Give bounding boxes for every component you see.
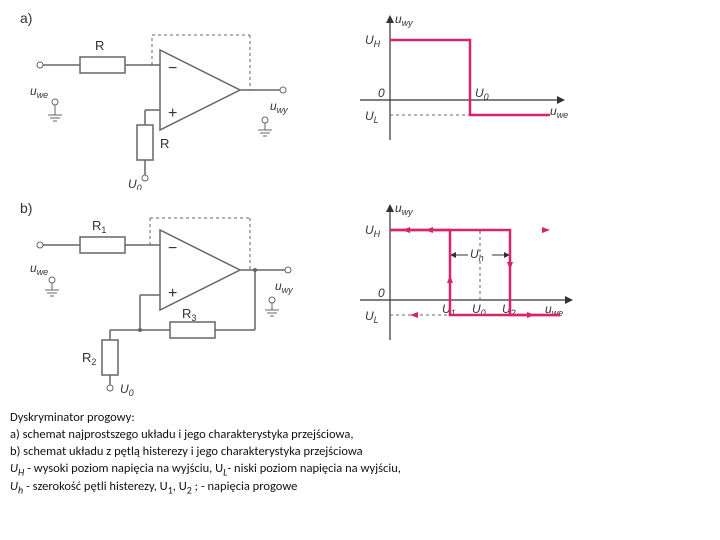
zero-a: 0 bbox=[378, 86, 385, 100]
caption-line3: b) schemat układu z pętlą histerezy i je… bbox=[10, 444, 710, 461]
r1-b: R1 bbox=[92, 218, 106, 235]
panel-label-a: a) bbox=[20, 10, 32, 26]
ylabel-b: uwy bbox=[395, 201, 413, 217]
schematic-a-svg: − + R uwe R U0 uw bbox=[10, 10, 310, 190]
ul-b: UL bbox=[365, 309, 379, 325]
caption-line4: UH - wysoki poziom napięcia na wyjściu, … bbox=[10, 461, 710, 479]
uh-b: UH bbox=[365, 223, 381, 239]
svg-text:−: − bbox=[168, 240, 177, 257]
row-a: a) − + R uwe R U0 bbox=[10, 10, 710, 190]
uh-a: UH bbox=[365, 33, 381, 49]
chart-b: uwy uwe UH UL 0 Uh U1 U0 U2 bbox=[350, 200, 590, 370]
caption: Dyskryminator progowy: a) schemat najpro… bbox=[10, 410, 710, 497]
chart-a-svg: uwy uwe UH UL 0 U0 bbox=[350, 10, 580, 170]
uwy-b: uwy bbox=[275, 279, 293, 295]
u0-a: U0 bbox=[128, 177, 142, 190]
zero-b: 0 bbox=[378, 286, 385, 300]
schematic-b: b) − + R1 uwe bbox=[10, 200, 310, 400]
uwy-a: uwy bbox=[270, 99, 288, 115]
xlabel-a: uwe bbox=[550, 104, 568, 120]
panel-label-b: b) bbox=[20, 200, 32, 216]
ul-a: UL bbox=[365, 109, 379, 125]
caption-line5: Uh - szerokość pętli histerezy, U1, U2 ;… bbox=[10, 479, 710, 497]
row-b: b) − + R1 uwe bbox=[10, 200, 710, 400]
schematic-b-svg: − + R1 uwe bbox=[10, 200, 310, 400]
chart-a: uwy uwe UH UL 0 U0 bbox=[350, 10, 580, 170]
svg-text:+: + bbox=[168, 285, 177, 302]
caption-line2: a) schemat najprostszego układu i jego c… bbox=[10, 427, 710, 444]
ylabel-a: uwy bbox=[395, 12, 413, 28]
uwe-b: uwe bbox=[30, 261, 48, 277]
svg-text:+: + bbox=[168, 105, 177, 122]
uwe-a: uwe bbox=[30, 84, 48, 100]
chart-b-svg: uwy uwe UH UL 0 Uh U1 U0 U2 bbox=[350, 200, 590, 370]
svg-text:−: − bbox=[168, 60, 177, 77]
u0-tick-a: U0 bbox=[475, 86, 489, 102]
r2-b: R2 bbox=[82, 350, 96, 367]
schematic-a: a) − + R uwe R U0 bbox=[10, 10, 310, 190]
r-label-a: R bbox=[95, 38, 104, 53]
r2-label-a: R bbox=[160, 136, 169, 151]
caption-line1: Dyskryminator progowy: bbox=[10, 410, 710, 427]
r3-b: R3 bbox=[182, 306, 196, 323]
u0-b: U0 bbox=[120, 382, 134, 398]
